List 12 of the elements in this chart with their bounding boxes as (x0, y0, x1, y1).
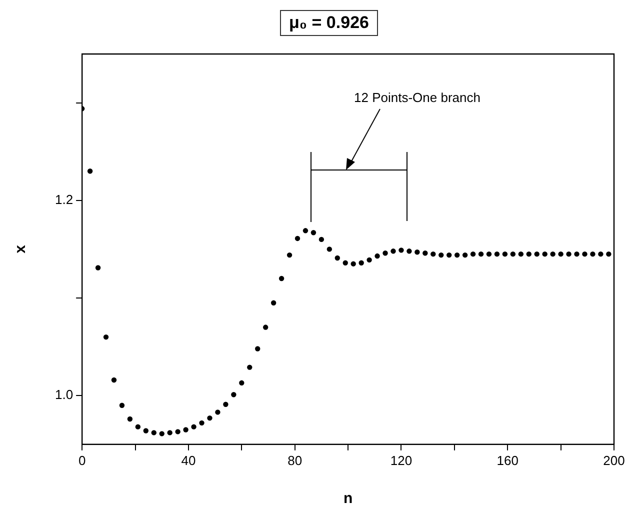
annotation: 12 Points-One branch (354, 90, 480, 105)
x-tick-label: 160 (496, 452, 518, 468)
y-tick-label: 1.0 (54, 387, 74, 402)
x-tick-label: 40 (181, 452, 196, 468)
x-tick-label: 200 (603, 452, 625, 468)
chart-title: μ₀ = 0.926 (280, 10, 378, 36)
x-tick-label: 0 (78, 452, 86, 468)
x-tick-label: 120 (390, 452, 412, 468)
x-tick-label: 80 (288, 452, 302, 468)
x-axis-title: n (343, 490, 353, 508)
y-tick-label: 1.2 (54, 192, 74, 207)
y-axis-title: x (12, 244, 30, 254)
